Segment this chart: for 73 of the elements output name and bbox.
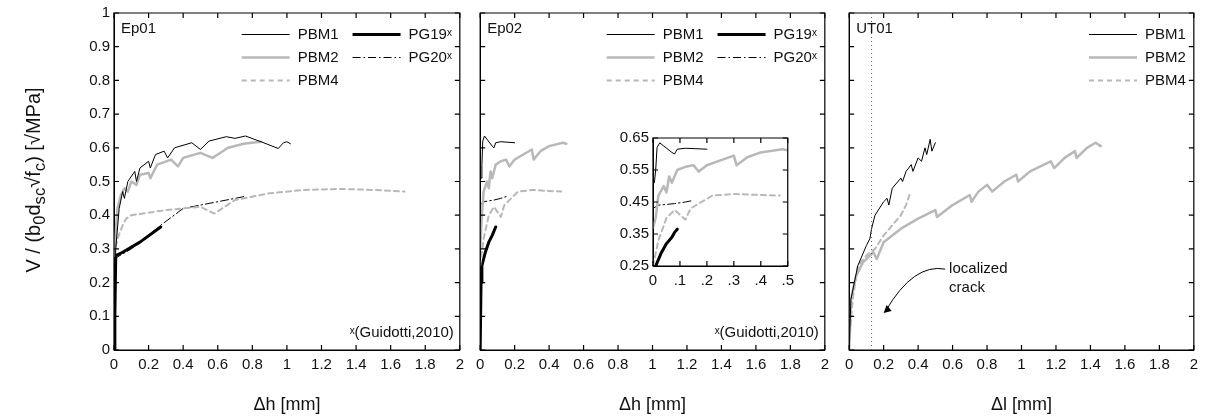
x-tick-label: 0.6 [942,355,963,373]
legend-label: PBM1 [1144,24,1186,42]
y-tick-label: 0.4 [89,205,110,223]
x-tick-label: 0 [845,355,854,373]
chart-title: Ep01 [121,18,157,36]
legend-label: PG20ˣ [773,47,817,65]
chart-title: Ep02 [487,18,523,36]
x-tick-label: 1.2 [1045,355,1067,373]
y-tick-label: 0.65 [619,128,649,146]
x-axis-title: Δl [mm] [990,394,1053,415]
legend-label: PG19ˣ [773,24,817,42]
x-tick-label: 0.8 [607,355,629,373]
legend-label: PBM4 [662,70,704,88]
x-tick-label: 1.8 [414,355,436,373]
x-tick-label: .1 [673,271,687,289]
x-tick-label: 1.6 [380,355,402,373]
x-tick-label: .2 [700,271,714,289]
y-tick-label: 0.8 [89,70,110,88]
x-tick-label: 0.8 [241,355,263,373]
legend-label: PBM2 [1144,47,1186,65]
y-tick-label: 0.6 [89,137,110,155]
y-tick-label: 0 [101,340,110,358]
x-tick-label: .4 [754,271,768,289]
x-tick-label: 2 [455,355,464,373]
legend-label: PBM1 [662,24,704,42]
y-tick-label: 0.55 [619,160,649,178]
y-tick-label: 0.45 [619,192,649,210]
y-tick-label: 1 [101,3,110,21]
x-tick-label: 2 [820,355,829,373]
x-tick-label: 0.8 [976,355,998,373]
x-tick-label: 1.4 [711,355,732,373]
y-tick-label: 0.1 [89,306,110,324]
x-tick-label: 0.4 [172,355,194,373]
y-tick-label: 0.9 [89,36,110,54]
y-tick-label: 0.7 [89,104,110,122]
x-tick-label: 1 [282,355,292,373]
y-tick-label: 0.25 [619,256,649,274]
x-tick-label: 2 [1189,355,1198,373]
chart-title: UT01 [856,18,893,36]
annotation: ˣ(Guidotti,2010) [714,322,819,340]
legend-label: PBM4 [297,70,339,88]
annotation: localized crack [949,259,1008,296]
x-tick-label: 1.8 [779,355,801,373]
x-tick-label: 0.2 [138,355,160,373]
legend-label: PBM1 [297,24,339,42]
legend-label: PBM2 [297,47,339,65]
x-tick-label: 0.6 [207,355,229,373]
x-tick-label: 1.4 [1080,355,1101,373]
x-tick-label: 1.4 [345,355,367,373]
legend-label: PBM2 [662,47,704,65]
x-tick-label: .5 [781,271,794,289]
x-tick-label: 0.2 [873,355,895,373]
x-tick-label: 1 [1017,355,1026,373]
legend-label: PG20ˣ [408,47,452,65]
x-tick-label: 1.6 [745,355,767,373]
y-tick-label: 0.3 [89,239,110,257]
y-tick-label: 0.5 [89,171,110,189]
x-tick-label: 1.2 [676,355,698,373]
x-tick-label: 1.6 [1114,355,1136,373]
x-tick-label: 0.2 [504,355,526,373]
x-tick-label: 1.2 [311,355,332,373]
x-axis-title: Δh [mm] [618,394,687,415]
legend-label: PBM4 [1144,70,1186,88]
x-tick-label: .3 [727,271,741,289]
annotation: ˣ(Guidotti,2010) [349,322,454,340]
x-tick-label: 0.4 [907,355,929,373]
x-axis-title: Δh [mm] [253,394,321,415]
legend-label: PG19ˣ [408,24,452,42]
x-tick-label: 0 [476,355,485,373]
x-tick-label: 0.4 [538,355,560,373]
y-tick-label: 0.35 [619,224,649,242]
x-tick-label: 0.6 [573,355,594,373]
x-tick-label: 1.8 [1148,355,1170,373]
